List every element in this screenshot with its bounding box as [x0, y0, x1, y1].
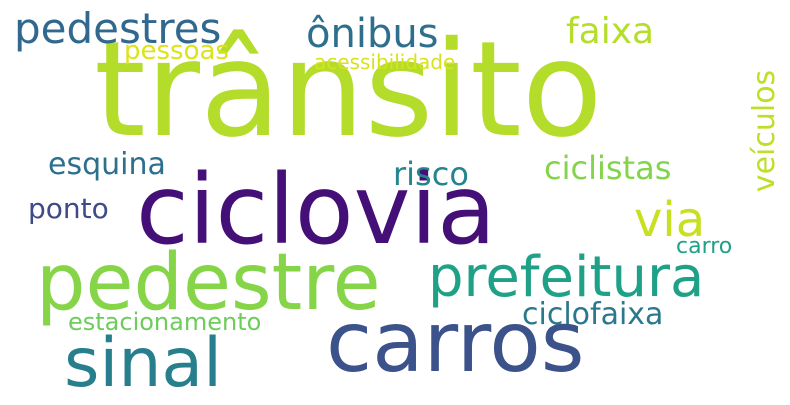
word-carros: carros — [326, 293, 585, 391]
word-prefeitura: prefeitura — [428, 245, 705, 310]
word-veiculos: veículos — [747, 69, 782, 193]
word-via: via — [634, 192, 706, 248]
word-ciclofaixa: ciclofaixa — [522, 297, 664, 332]
word-esquina: esquina — [48, 147, 166, 182]
word-onibus: ônibus — [306, 11, 439, 57]
word-sinal: sinal — [64, 324, 222, 403]
word-ciclovia: ciclovia — [136, 154, 496, 266]
word-ponto: ponto — [28, 192, 109, 225]
word-transito: trânsito — [94, 13, 603, 167]
word-ciclistas: ciclistas — [544, 149, 672, 187]
word-acessibilidade: acessibilidade — [314, 50, 456, 74]
word-faixa: faixa — [566, 11, 655, 52]
word-risco: risco — [393, 155, 469, 193]
word-carro: carro — [676, 234, 733, 259]
word-pedestre: pedestre — [36, 238, 381, 328]
word-pessoas: pessoas — [124, 36, 229, 66]
word-pedestres: pedestres — [14, 4, 222, 53]
word-estacionamento: estacionamento — [68, 308, 262, 336]
